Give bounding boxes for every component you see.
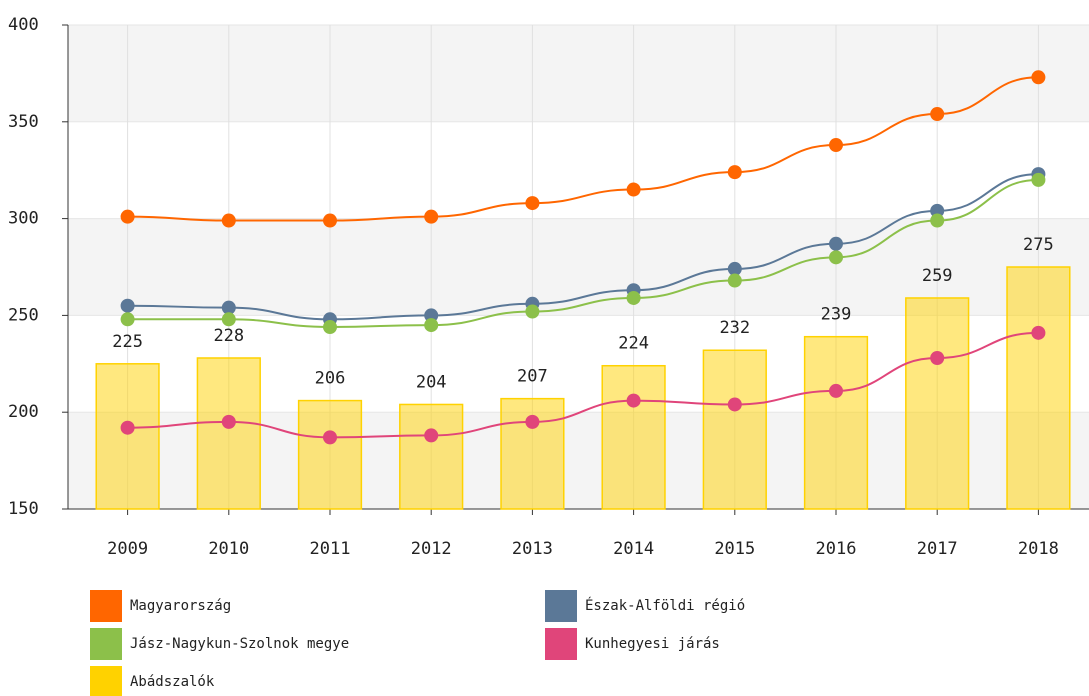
bar-label: 224 bbox=[618, 334, 649, 354]
bar bbox=[399, 403, 464, 510]
legend-swatch bbox=[545, 590, 577, 622]
bar bbox=[196, 357, 261, 510]
point bbox=[930, 203, 945, 218]
point bbox=[221, 300, 236, 315]
point bbox=[221, 312, 236, 327]
bar-label: 207 bbox=[517, 367, 548, 387]
legend-label: Kunhegyesi járás bbox=[585, 636, 720, 652]
legend-label: Abádszalók bbox=[130, 674, 215, 690]
x-tick-label: 2013 bbox=[512, 539, 553, 559]
point bbox=[727, 273, 742, 288]
point bbox=[120, 420, 135, 435]
point bbox=[930, 350, 945, 365]
line bbox=[127, 178, 1039, 329]
point bbox=[829, 236, 843, 251]
bar-label: 259 bbox=[922, 266, 953, 286]
point bbox=[525, 196, 540, 211]
point bbox=[120, 312, 135, 327]
point bbox=[525, 414, 540, 429]
bar bbox=[803, 335, 869, 510]
x-tick-label: 2018 bbox=[1018, 539, 1059, 559]
x-tick-label: 2012 bbox=[411, 539, 452, 559]
line bbox=[127, 76, 1039, 222]
legend-swatch bbox=[545, 628, 577, 660]
y-tick-label: 200 bbox=[8, 402, 39, 422]
x-tick-label: 2014 bbox=[613, 539, 654, 559]
legend-swatch bbox=[90, 628, 122, 660]
y-tick-label: 250 bbox=[8, 305, 39, 325]
point bbox=[1031, 172, 1046, 187]
bar-label: 232 bbox=[719, 318, 750, 338]
point bbox=[120, 209, 135, 224]
x-tick-label: 2011 bbox=[310, 539, 351, 559]
bar-label: 239 bbox=[821, 305, 852, 325]
legend-label: Észak-Alföldi régió bbox=[585, 597, 745, 614]
point bbox=[1031, 325, 1046, 340]
legend-label: Jász-Nagykun-Szolnok megye bbox=[130, 636, 349, 652]
x-tick-label: 2010 bbox=[208, 539, 249, 559]
y-tick-label: 350 bbox=[8, 112, 39, 132]
point bbox=[323, 213, 337, 228]
bar-label: 228 bbox=[213, 326, 244, 346]
grid-band bbox=[68, 121, 1089, 219]
point bbox=[727, 165, 742, 180]
bar bbox=[95, 363, 160, 510]
point bbox=[727, 261, 742, 276]
x-tick-label: 2017 bbox=[917, 539, 958, 559]
point bbox=[1031, 70, 1046, 85]
bar bbox=[1006, 266, 1071, 510]
point bbox=[424, 308, 439, 323]
point bbox=[120, 298, 135, 313]
point bbox=[829, 250, 843, 265]
bar-label: 225 bbox=[112, 332, 143, 352]
point bbox=[930, 107, 945, 122]
bar-label: 206 bbox=[315, 369, 346, 389]
bar bbox=[601, 364, 666, 510]
bar bbox=[905, 297, 970, 510]
point bbox=[323, 430, 337, 445]
point bbox=[323, 320, 337, 335]
y-tick-label: 150 bbox=[8, 499, 39, 519]
point bbox=[930, 213, 945, 228]
bar bbox=[297, 399, 363, 510]
point bbox=[829, 383, 843, 398]
bar bbox=[702, 349, 767, 510]
point bbox=[829, 138, 843, 153]
point bbox=[727, 397, 742, 412]
line bbox=[127, 173, 1039, 321]
point bbox=[424, 209, 439, 224]
point bbox=[525, 304, 540, 319]
legend-label: Magyarország bbox=[130, 598, 231, 614]
point bbox=[221, 414, 236, 429]
point bbox=[626, 290, 641, 305]
point bbox=[626, 393, 641, 408]
point bbox=[424, 428, 439, 443]
y-tick-label: 300 bbox=[8, 209, 39, 229]
line bbox=[127, 331, 1039, 439]
bar-label: 204 bbox=[416, 372, 447, 392]
grid-band bbox=[68, 25, 1089, 122]
point bbox=[424, 318, 439, 333]
legend-swatch bbox=[90, 590, 122, 622]
x-tick-label: 2016 bbox=[816, 539, 857, 559]
y-tick-label: 400 bbox=[8, 15, 39, 35]
x-tick-label: 2015 bbox=[714, 539, 755, 559]
point bbox=[221, 213, 236, 228]
legend-swatch bbox=[90, 666, 122, 696]
point bbox=[626, 182, 641, 197]
bar-label: 275 bbox=[1023, 235, 1054, 255]
x-tick-label: 2009 bbox=[107, 539, 148, 559]
